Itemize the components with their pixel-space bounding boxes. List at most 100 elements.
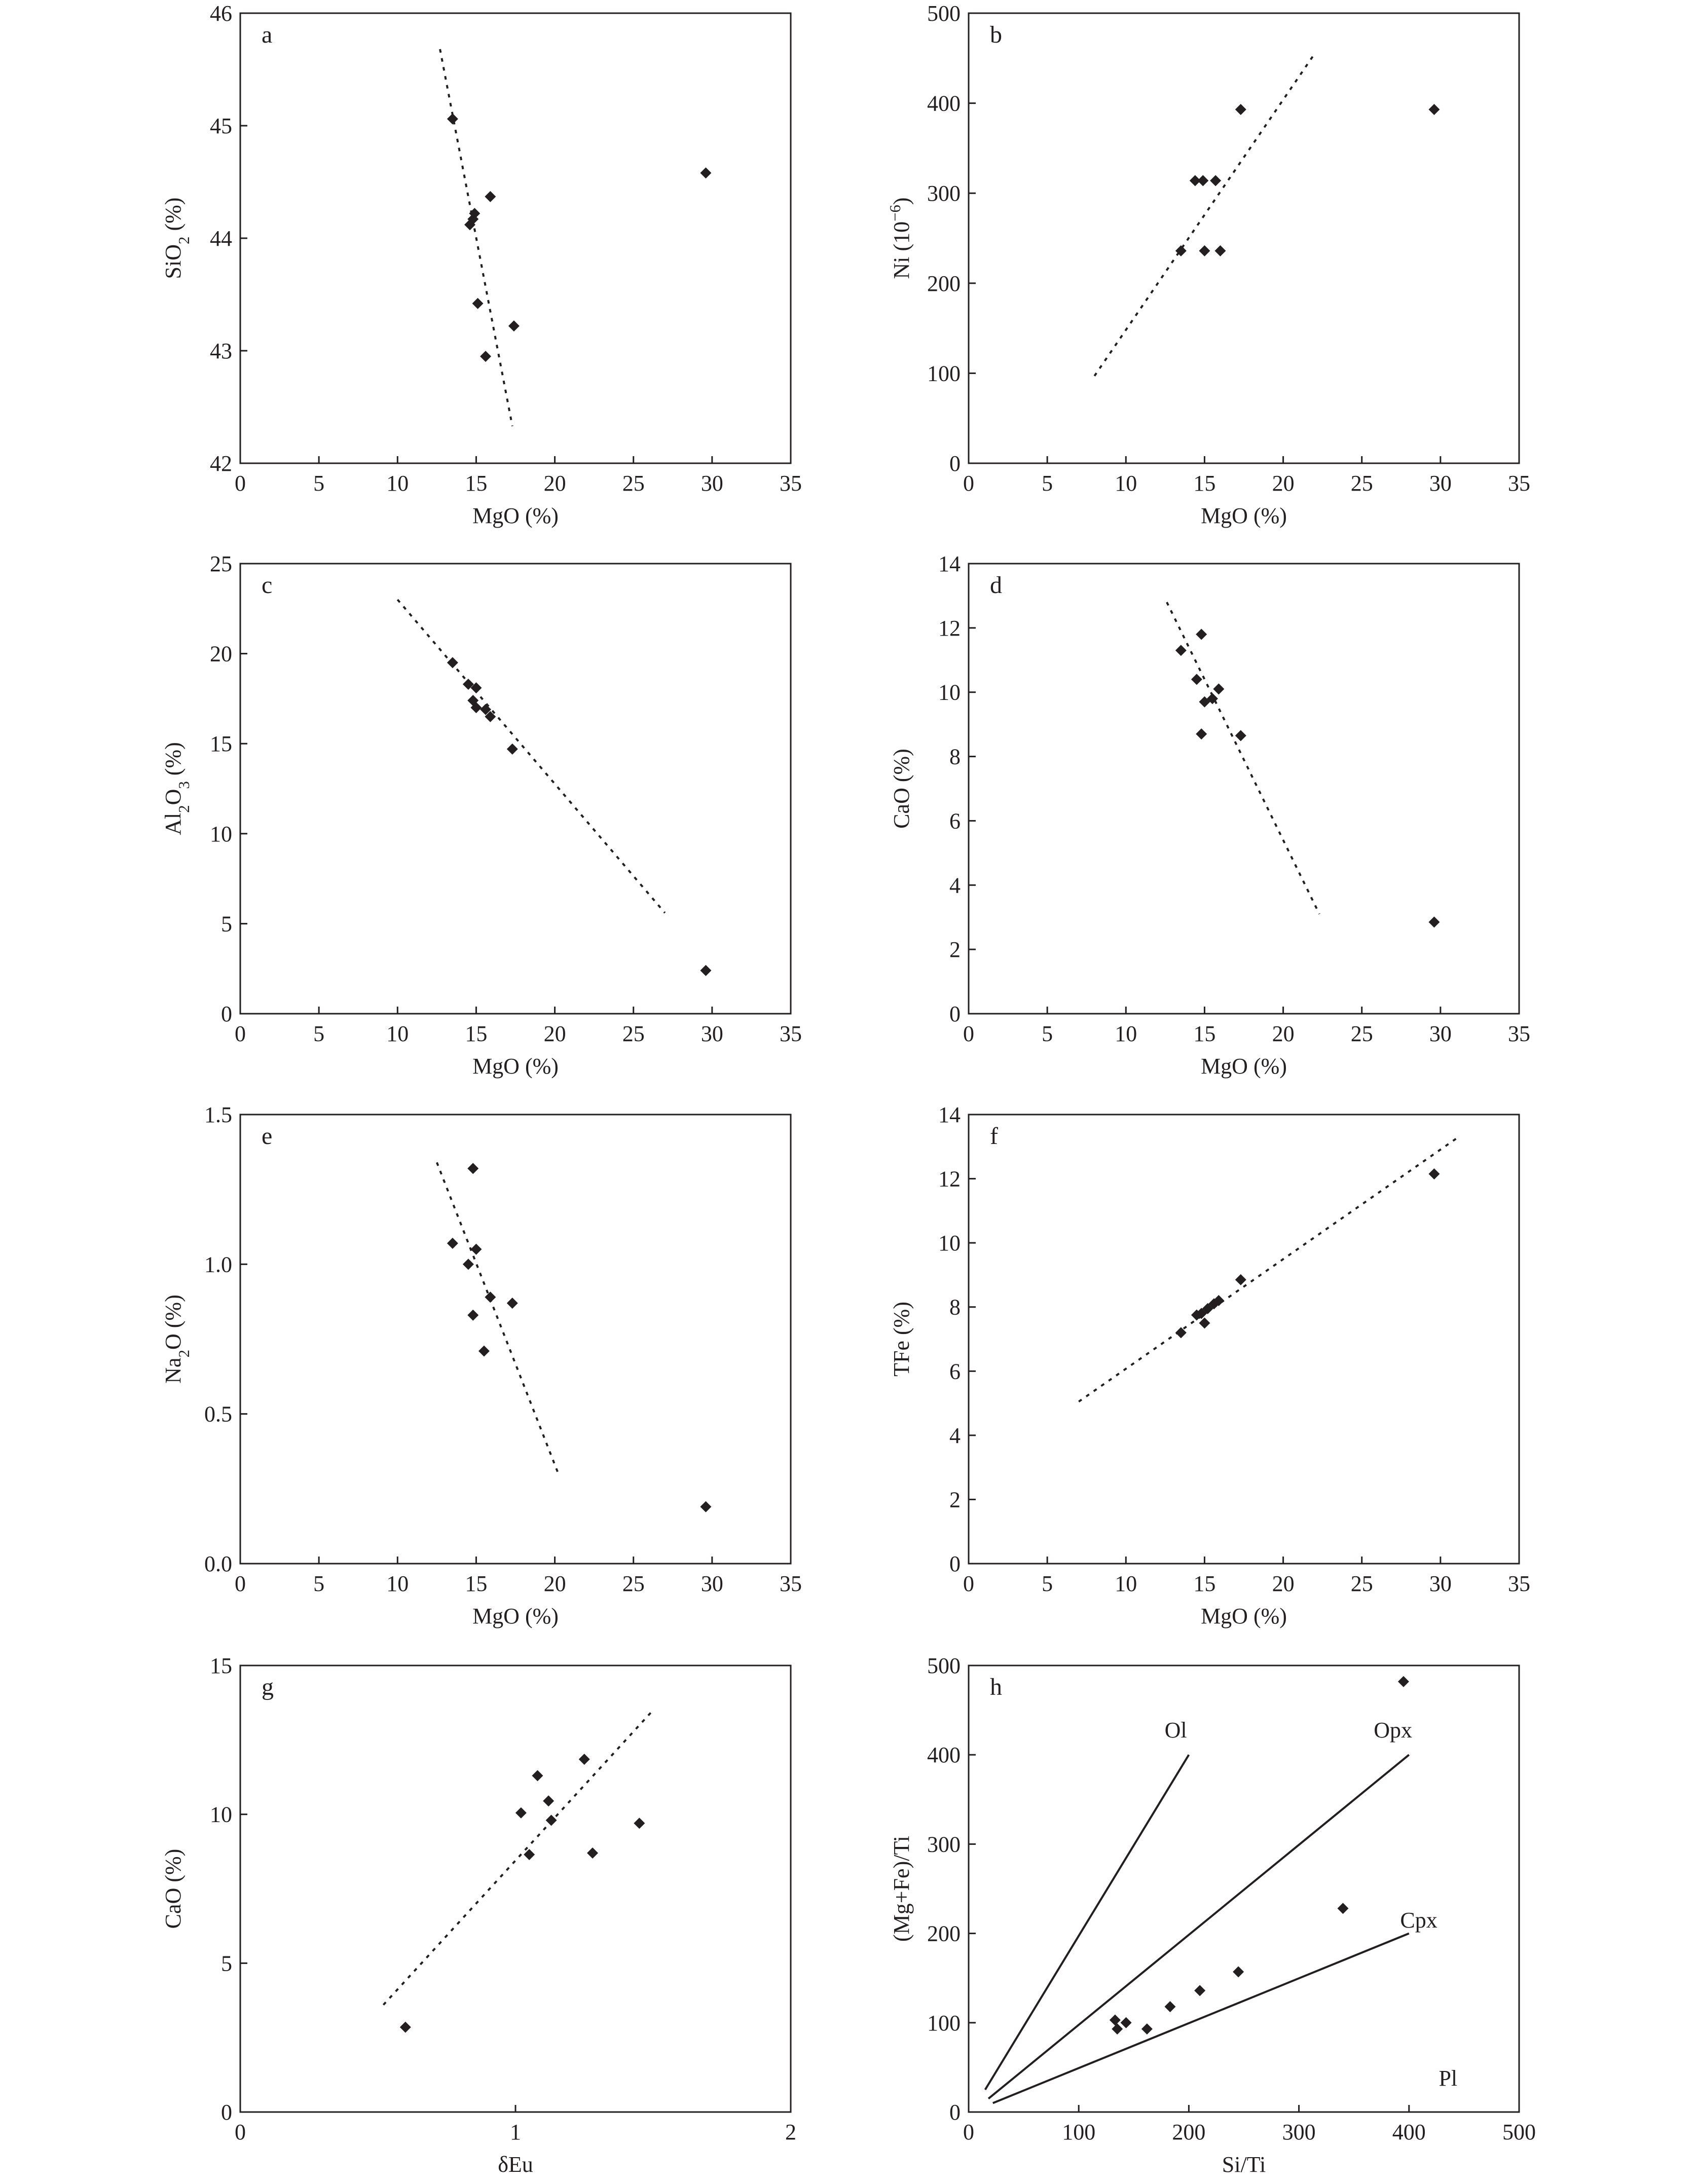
y-axis-title: TFe (%) bbox=[889, 1302, 914, 1377]
x-axis-title: MgO (%) bbox=[1201, 1604, 1287, 1628]
x-tick-label: 10 bbox=[1115, 1571, 1137, 1596]
y-tick-label: 200 bbox=[927, 271, 961, 296]
data-point bbox=[1196, 628, 1207, 640]
panel-e: 0 5 10 15 20 25 30 35 0.0 0.5 1.0 1.5 e MgO (%) Na2O (… bbox=[161, 1102, 802, 1628]
y-tick-label: 0 bbox=[949, 2100, 961, 2125]
trend-line bbox=[435, 1162, 561, 1477]
y-tick-label: 0.0 bbox=[204, 1551, 232, 1576]
data-point bbox=[447, 657, 458, 669]
y-tick-label: 14 bbox=[938, 551, 961, 576]
data-point bbox=[1164, 2001, 1176, 2013]
data-point bbox=[1206, 693, 1218, 705]
y-axis-title: CaO (%) bbox=[889, 749, 914, 829]
panel-d: 0 5 10 15 20 25 30 35 0 2 4 6 8 10 12 14 d MgO (%) CaO (%) bbox=[889, 551, 1530, 1079]
y-tick-label: 1.5 bbox=[204, 1102, 232, 1127]
x-tick-label: 500 bbox=[1502, 2120, 1536, 2144]
x-tick-label: 0 bbox=[235, 1571, 246, 1596]
data-point bbox=[1428, 1168, 1440, 1180]
x-tick-label: 20 bbox=[544, 1021, 566, 1046]
x-tick-label: 20 bbox=[1272, 1021, 1295, 1046]
x-tick-label: 0 bbox=[963, 1021, 974, 1046]
data-point bbox=[1189, 175, 1201, 187]
data-point bbox=[506, 1298, 518, 1309]
y-tick-label: 300 bbox=[927, 1832, 961, 1857]
y-axis-title: (Mg+Fe)/Ti bbox=[889, 1836, 914, 1942]
panel-h: 0 100 200 300 400 500 0 100 200 300 400 500 h Si/Ti (M… bbox=[889, 1653, 1536, 2177]
y-tick-label: 5 bbox=[221, 1951, 232, 1976]
annotation-label: Pl bbox=[1439, 2066, 1457, 2091]
x-tick-label: 400 bbox=[1392, 2120, 1426, 2144]
y-tick-label: 0 bbox=[221, 2100, 232, 2125]
y-tick-label: 6 bbox=[949, 808, 961, 833]
data-point bbox=[515, 1807, 527, 1819]
data-point bbox=[1235, 104, 1246, 116]
y-tick-label: 12 bbox=[938, 616, 961, 641]
x-tick-label: 35 bbox=[780, 1571, 802, 1596]
y-tick-label: 8 bbox=[949, 1295, 961, 1320]
data-point bbox=[1199, 1317, 1210, 1329]
y-tick-label: 2 bbox=[949, 1487, 961, 1512]
y-tick-label: 200 bbox=[927, 1921, 961, 1946]
y-axis-title: Na2O (%) bbox=[161, 1294, 193, 1383]
trend-line bbox=[1166, 602, 1320, 915]
y-axis-title: SiO2 (%) bbox=[161, 198, 193, 279]
x-tick-label: 25 bbox=[622, 1571, 645, 1596]
data-point bbox=[1197, 175, 1209, 187]
y-tick-label: 0 bbox=[949, 1002, 961, 1026]
y-tick-label: 12 bbox=[938, 1167, 961, 1192]
data-point bbox=[1210, 175, 1222, 187]
y-tick-label: 6 bbox=[949, 1359, 961, 1384]
data-point bbox=[470, 1243, 482, 1255]
panel-letter: g bbox=[262, 1674, 274, 1700]
y-axis-title: Al2O3 (%) bbox=[161, 742, 193, 835]
data-point bbox=[469, 208, 481, 219]
x-tick-label: 0 bbox=[235, 2120, 246, 2144]
trend-line-opx bbox=[987, 1754, 1410, 2100]
x-tick-label: 15 bbox=[1193, 471, 1215, 496]
data-point bbox=[462, 1258, 474, 1270]
data-point bbox=[543, 1795, 555, 1807]
x-tick-label: 15 bbox=[1193, 1021, 1215, 1046]
annotation-label: Cpx bbox=[1400, 1908, 1437, 1933]
y-tick-label: 500 bbox=[927, 1, 961, 26]
x-tick-label: 10 bbox=[1115, 1021, 1137, 1046]
x-tick-label: 20 bbox=[1272, 471, 1295, 496]
data-point bbox=[1428, 916, 1440, 928]
x-tick-label: 15 bbox=[465, 1571, 487, 1596]
x-axis-title: MgO (%) bbox=[472, 503, 559, 528]
x-tick-label: 25 bbox=[1351, 1021, 1373, 1046]
panel-letter: h bbox=[990, 1674, 1002, 1700]
y-axis-title: Ni (10−6) bbox=[887, 197, 914, 279]
data-point bbox=[470, 702, 482, 714]
x-tick-label: 25 bbox=[622, 471, 645, 496]
data-point bbox=[485, 191, 496, 202]
panel-b: 0 5 10 15 20 25 30 35 0 100 200 300 400 500 b MgO (%) Ni… bbox=[887, 1, 1530, 528]
plot-frame bbox=[239, 1664, 792, 2113]
data-point bbox=[1235, 1274, 1246, 1285]
y-tick-label: 1.0 bbox=[204, 1252, 232, 1277]
trend-line bbox=[439, 49, 513, 427]
y-tick-label: 500 bbox=[927, 1653, 961, 1678]
x-tick-label: 0 bbox=[963, 1571, 974, 1596]
trend-line bbox=[1093, 53, 1316, 377]
x-tick-label: 25 bbox=[622, 1021, 645, 1046]
x-tick-label: 0 bbox=[963, 471, 974, 496]
x-tick-label: 35 bbox=[1508, 471, 1530, 496]
data-point bbox=[480, 351, 492, 362]
y-tick-label: 300 bbox=[927, 181, 961, 206]
x-tick-label: 30 bbox=[701, 1021, 723, 1046]
data-point bbox=[1196, 728, 1207, 740]
y-tick-label: 400 bbox=[927, 1743, 961, 1767]
data-point bbox=[1191, 674, 1202, 685]
x-axis-title: Si/Ti bbox=[1222, 2152, 1266, 2177]
trend-line bbox=[396, 599, 666, 914]
y-tick-label: 43 bbox=[210, 339, 232, 363]
x-tick-label: 30 bbox=[701, 1571, 723, 1596]
data-point bbox=[1233, 1966, 1244, 1978]
data-point bbox=[467, 1163, 479, 1174]
panel-a: 0 5 10 15 20 25 30 35 42 43 44 45 46 a MgO (%) SiO2 (%) bbox=[161, 1, 802, 528]
y-tick-label: 100 bbox=[927, 361, 961, 386]
x-tick-label: 10 bbox=[386, 471, 409, 496]
y-tick-label: 0.5 bbox=[204, 1402, 232, 1427]
